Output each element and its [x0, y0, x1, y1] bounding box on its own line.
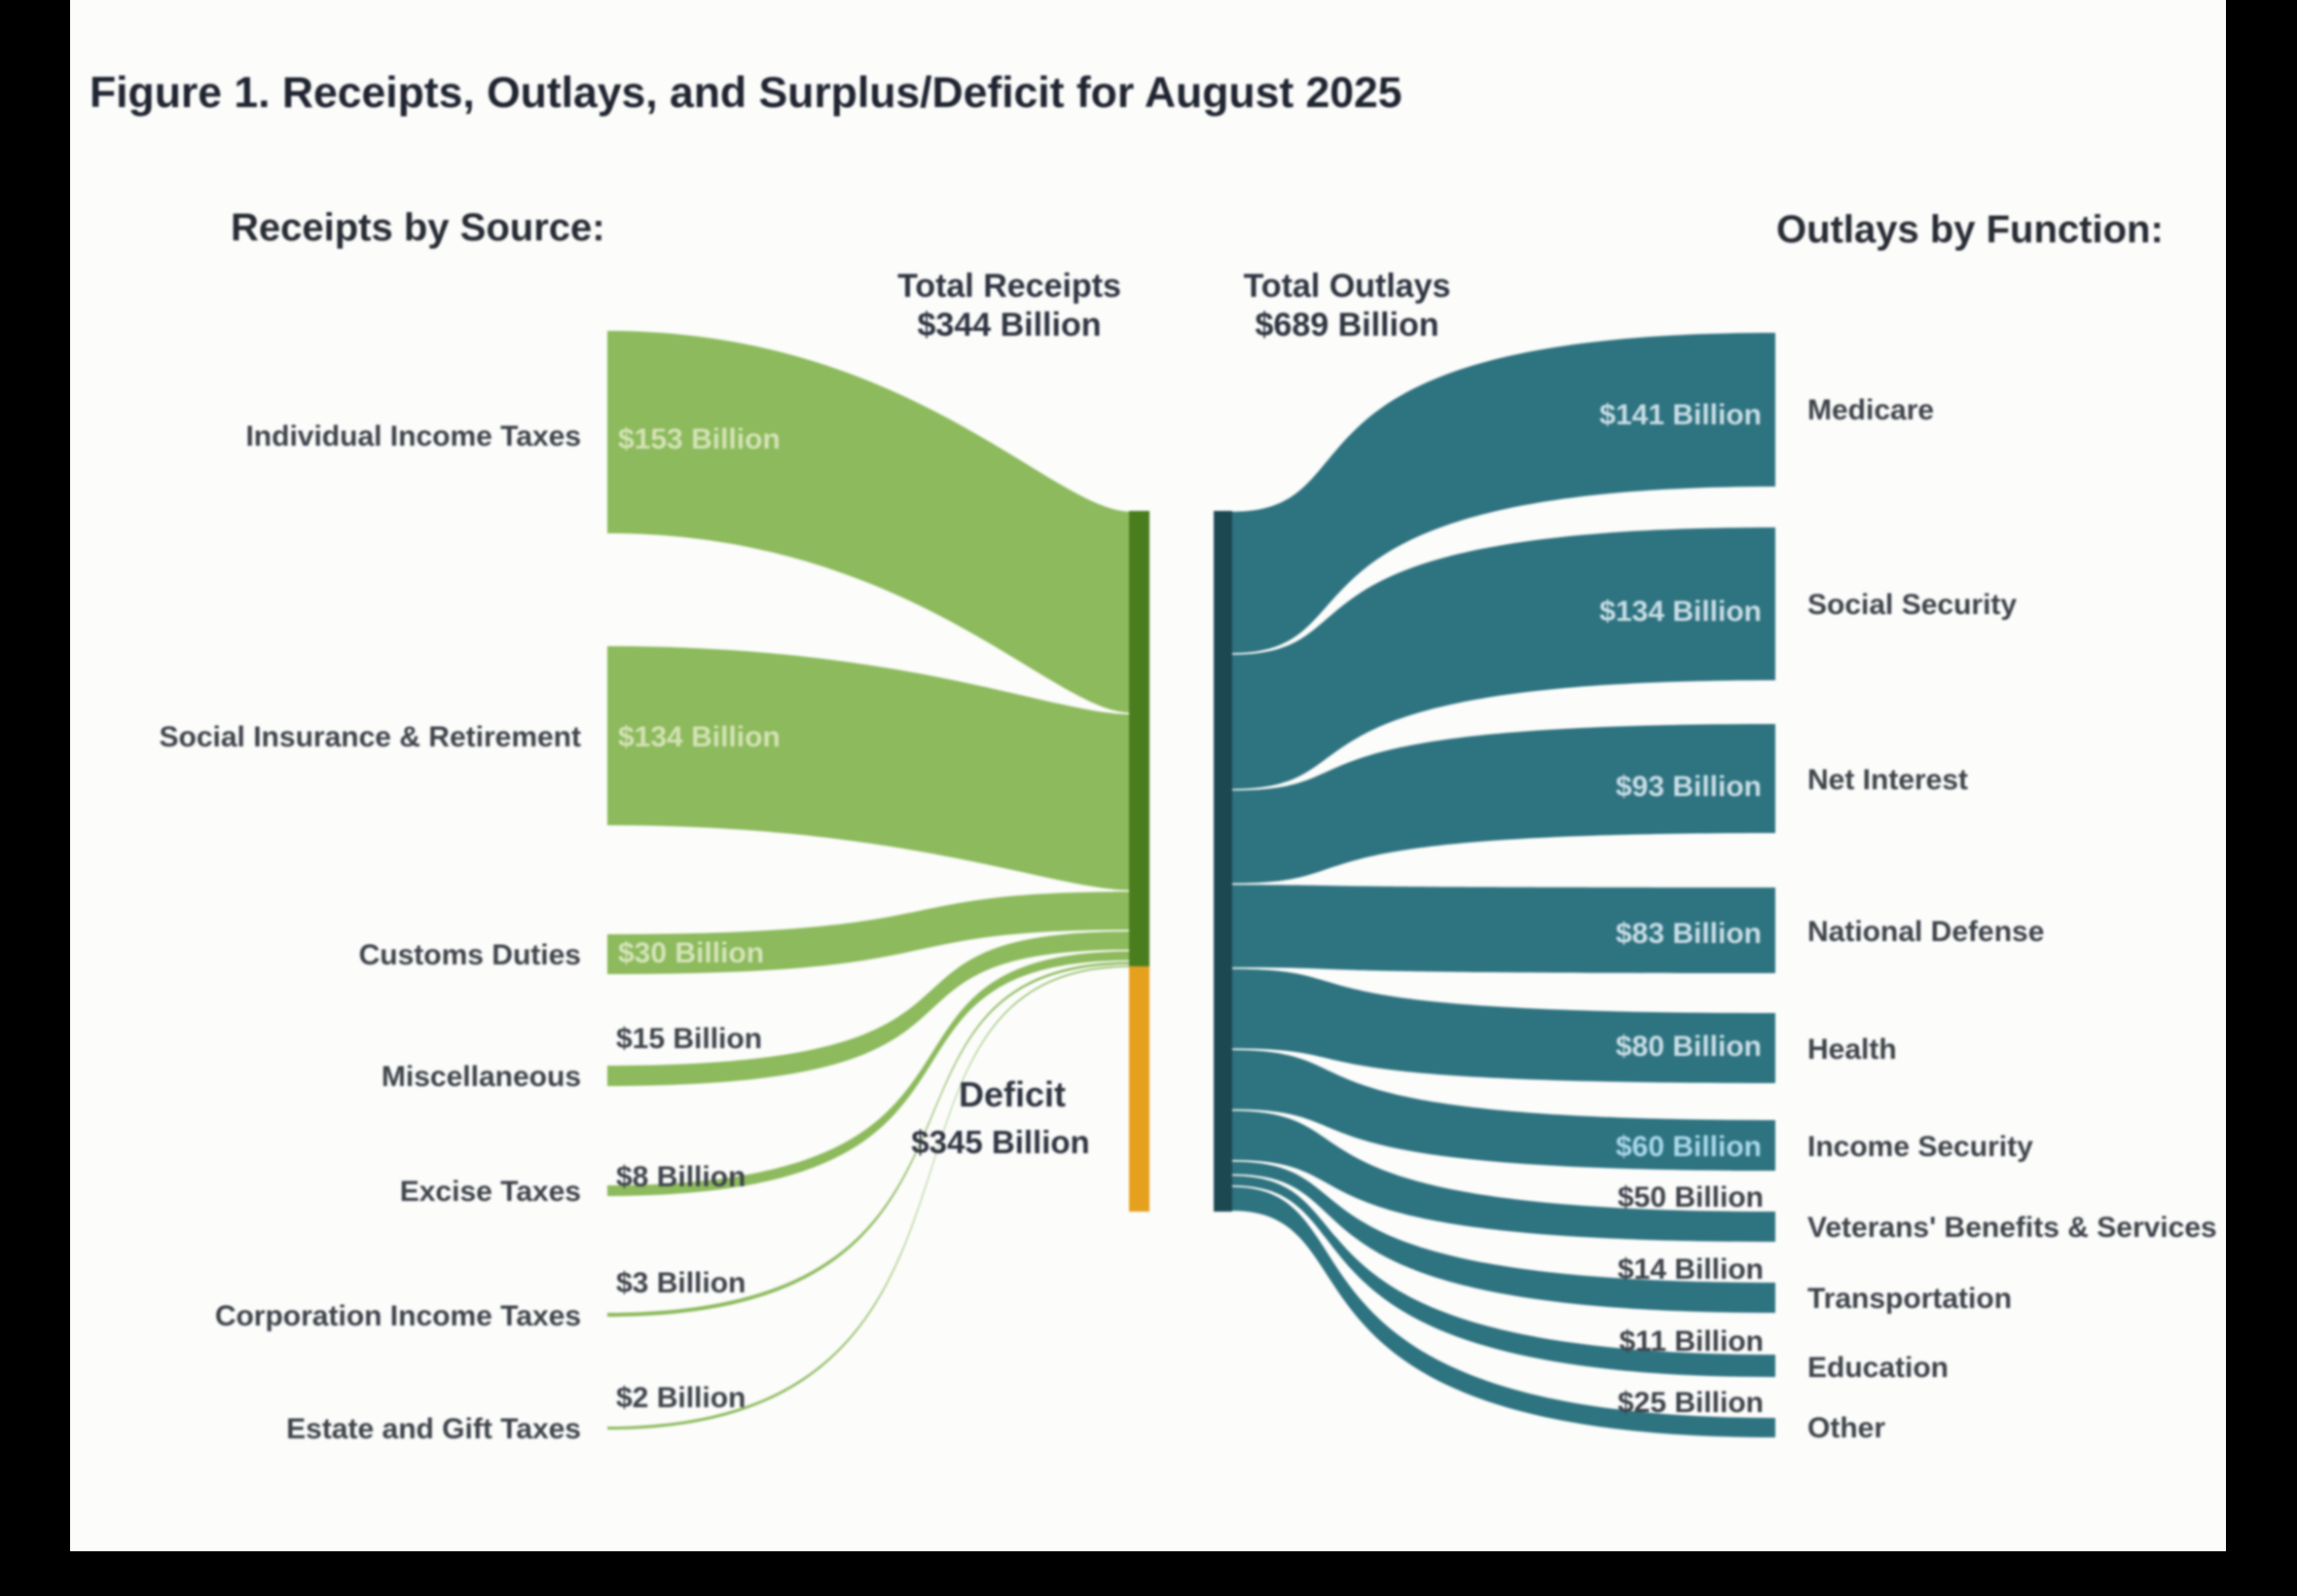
svg-text:Individual Income Taxes: Individual Income Taxes — [245, 420, 581, 453]
svg-text:Receipts by Source:: Receipts by Source: — [231, 206, 605, 249]
svg-text:$80 Billion: $80 Billion — [1616, 1031, 1762, 1063]
svg-text:$689 Billion: $689 Billion — [1256, 307, 1440, 344]
svg-text:Social Insurance & Retirement: Social Insurance & Retirement — [160, 721, 581, 753]
svg-text:$83 Billion: $83 Billion — [1616, 918, 1762, 950]
svg-text:$3 Billion: $3 Billion — [616, 1267, 746, 1299]
svg-text:$2 Billion: $2 Billion — [616, 1382, 746, 1414]
svg-text:$60 Billion: $60 Billion — [1616, 1131, 1762, 1163]
svg-text:Net Interest: Net Interest — [1807, 764, 1968, 796]
svg-text:Total Receipts: Total Receipts — [897, 268, 1121, 305]
svg-text:Veterans' Benefits & Services: Veterans' Benefits & Services — [1807, 1212, 2217, 1244]
svg-text:$25 Billion: $25 Billion — [1618, 1387, 1764, 1419]
svg-text:Figure 1. Receipts, Outlays, a: Figure 1. Receipts, Outlays, and Surplus… — [90, 69, 1403, 117]
svg-text:$93 Billion: $93 Billion — [1616, 771, 1762, 803]
svg-text:National Defense: National Defense — [1807, 916, 2044, 948]
svg-text:$134 Billion: $134 Billion — [618, 721, 781, 753]
svg-text:Transportation: Transportation — [1807, 1283, 2012, 1315]
svg-text:Health: Health — [1807, 1034, 1897, 1066]
svg-text:$344 Billion: $344 Billion — [918, 307, 1102, 344]
svg-text:$11 Billion: $11 Billion — [1620, 1325, 1764, 1358]
svg-text:$8 Billion: $8 Billion — [616, 1161, 746, 1193]
svg-text:Other: Other — [1807, 1412, 1885, 1444]
svg-text:Customs Duties: Customs Duties — [359, 939, 581, 971]
svg-text:$15 Billion: $15 Billion — [616, 1023, 762, 1055]
svg-text:Corporation Income Taxes: Corporation Income Taxes — [215, 1300, 581, 1332]
svg-text:Deficit: Deficit — [959, 1074, 1066, 1114]
svg-text:Miscellaneous: Miscellaneous — [382, 1061, 581, 1093]
svg-text:Total Outlays: Total Outlays — [1244, 268, 1451, 305]
svg-text:Income Security: Income Security — [1807, 1131, 2033, 1163]
svg-text:$30 Billion: $30 Billion — [618, 937, 764, 969]
svg-text:Estate and Gift Taxes: Estate and Gift Taxes — [286, 1413, 581, 1445]
svg-text:$50 Billion: $50 Billion — [1618, 1181, 1764, 1214]
svg-text:$153 Billion: $153 Billion — [618, 423, 781, 455]
svg-text:$14 Billion: $14 Billion — [1618, 1253, 1764, 1286]
svg-text:$141 Billion: $141 Billion — [1599, 399, 1762, 431]
svg-text:Education: Education — [1807, 1352, 1949, 1384]
svg-text:Social Security: Social Security — [1807, 589, 2017, 621]
svg-text:Medicare: Medicare — [1807, 394, 1934, 426]
svg-text:Outlays by Function:: Outlays by Function: — [1776, 208, 2164, 251]
svg-text:Excise Taxes: Excise Taxes — [400, 1176, 581, 1208]
svg-text:$345 Billion: $345 Billion — [911, 1124, 1089, 1160]
svg-text:$134 Billion: $134 Billion — [1599, 596, 1762, 628]
